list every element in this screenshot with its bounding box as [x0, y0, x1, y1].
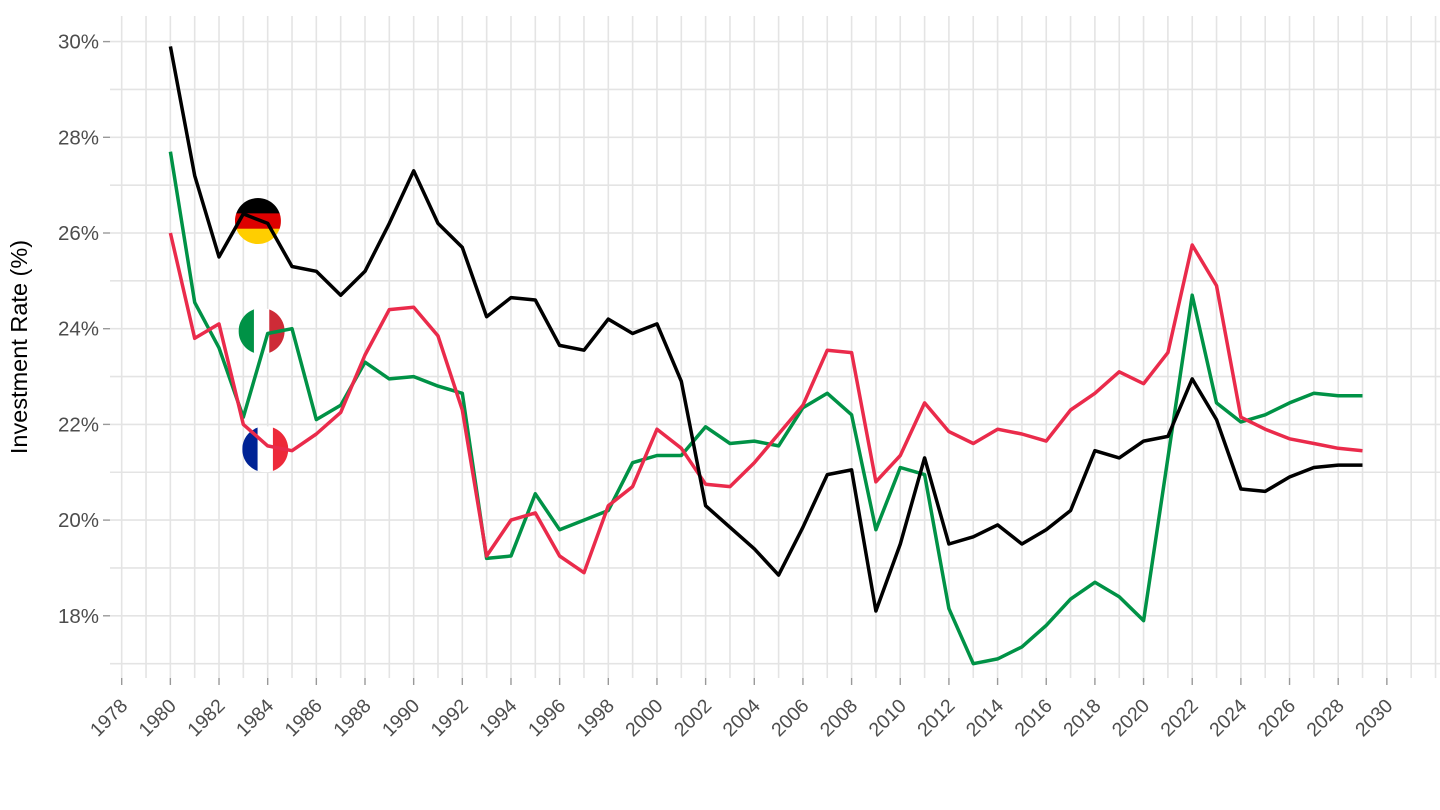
y-axis-tick-label: 18% [58, 605, 99, 628]
y-axis-tick-label: 20% [58, 509, 99, 532]
series-line-italy [168, 151, 1363, 666]
y-axis-tick-label: 26% [58, 222, 99, 245]
flag-markers [234, 198, 289, 473]
france-flag-icon [242, 426, 289, 473]
y-axis-labels: 18% 20% 22% 24% 26% 28% 30% [58, 31, 99, 628]
axis-tick-marks [103, 40, 1388, 685]
flag-stripe [234, 228, 281, 245]
flag-stripe [253, 308, 270, 355]
gridlines [110, 16, 1440, 678]
series-line-germany [168, 46, 1363, 613]
flag-stripe [234, 198, 281, 214]
italy-flag-icon [238, 308, 285, 355]
flag-stripe [257, 426, 274, 473]
y-axis-tick-label: 22% [58, 413, 99, 436]
y-axis-tick-label: 30% [58, 31, 99, 54]
flag-stripe [238, 308, 255, 355]
y-axis-title: Investment Rate (%) [6, 240, 32, 454]
series-line-france [168, 232, 1363, 575]
y-axis-tick-label: 24% [58, 318, 99, 341]
flag-stripe [242, 426, 259, 473]
y-axis-tick-label: 28% [58, 126, 99, 149]
